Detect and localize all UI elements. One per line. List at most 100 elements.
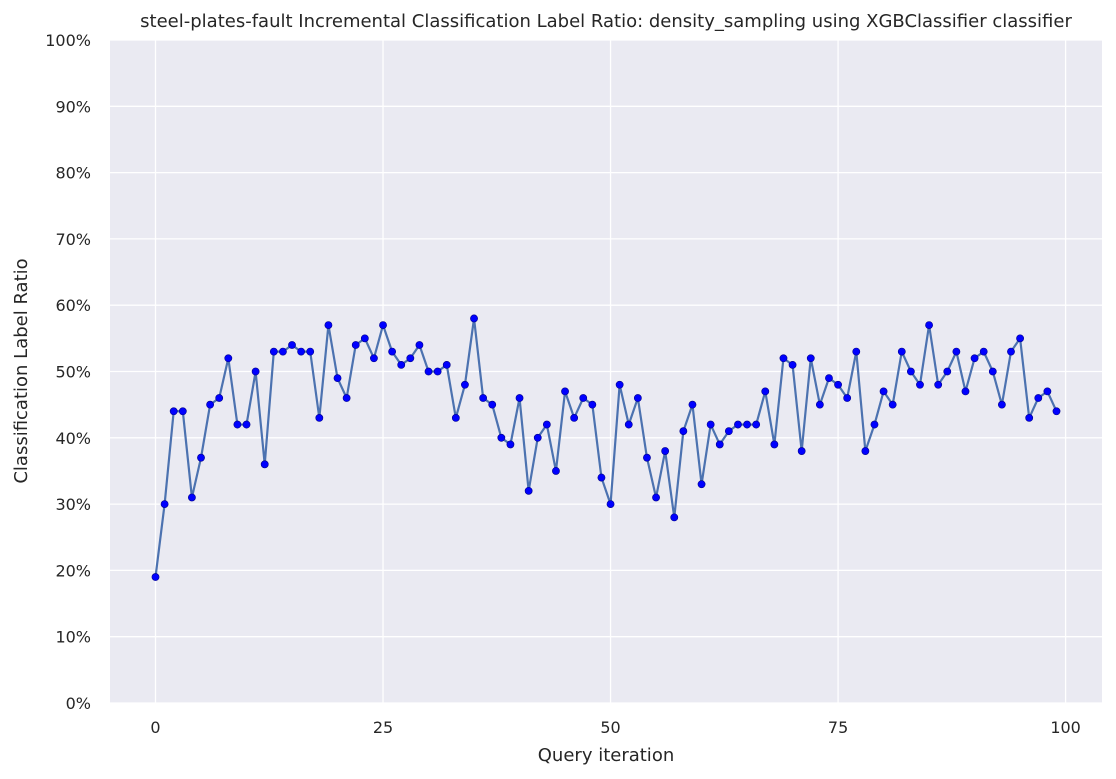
chart-title: steel-plates-fault Incremental Classific… [140,11,1072,32]
data-point [961,387,970,396]
data-point [169,407,178,416]
data-point [897,347,906,356]
y-tick-labels: 0% 10% 20% 30% 40% 50% 60% 70% 80% 90% 100% [45,31,91,713]
data-point [379,321,387,329]
data-point [515,394,524,402]
data-point [870,420,879,429]
y-axis-label: Classification Label Ratio [11,258,32,483]
data-point [843,394,852,402]
data-point [533,433,542,442]
data-point [925,321,933,329]
data-point [952,347,961,356]
x-tick-label: 75 [828,718,848,737]
y-tick-label: 100% [45,31,91,50]
data-point [442,360,451,369]
data-point [643,453,651,462]
data-point [479,394,488,402]
data-point [1025,414,1034,422]
y-tick-label: 80% [55,164,91,183]
y-tick-label: 50% [55,363,91,382]
data-point [488,400,497,409]
data-point [260,460,269,469]
data-point [633,394,642,402]
data-point [916,380,924,389]
data-point [879,387,888,396]
x-tick-labels: 0 25 50 75 100 [150,718,1080,737]
y-tick-label: 40% [55,429,91,448]
data-point [224,354,233,363]
data-point [451,414,460,422]
data-point [1007,347,1015,356]
data-point [315,414,324,422]
data-point [624,420,633,429]
data-point [1043,387,1052,396]
y-tick-label: 20% [55,561,91,580]
x-tick-label: 0 [150,718,160,737]
data-point [770,440,779,449]
data-point [424,367,433,376]
data-point [743,420,751,429]
data-points [151,314,1061,581]
data-point [997,400,1006,409]
data-point [852,347,861,356]
data-point [342,394,351,402]
series-line [154,317,1058,578]
data-point [242,420,251,429]
data-point [597,473,606,482]
data-point [861,447,870,455]
data-point [197,453,205,462]
data-point [806,354,815,363]
y-tick-label: 90% [55,97,91,116]
data-point [461,380,469,389]
data-point [306,347,315,356]
data-point [779,354,788,363]
data-point [670,513,679,522]
y-tick-label: 30% [55,495,91,514]
data-point [178,407,187,416]
data-point [715,440,724,449]
data-point [188,493,196,502]
data-point [988,367,997,376]
data-point [506,440,515,449]
data-point [279,347,287,356]
data-point [561,387,569,396]
data-point [433,367,442,376]
data-point [288,341,296,349]
data-point [324,321,333,329]
data-point [788,360,797,369]
x-tick-label: 100 [1050,718,1081,737]
data-point [979,347,988,356]
data-point [552,467,560,475]
data-point [752,420,761,429]
data-point [797,447,806,455]
x-axis-label: Query iteration [538,745,674,766]
data-point [269,347,278,356]
y-tick-label: 10% [55,628,91,647]
data-point [615,380,624,389]
data-point [151,573,160,581]
data-point [333,374,342,383]
data-point [1016,334,1024,343]
data-point [724,427,733,436]
data-point [679,427,688,436]
grid-lines [110,39,1102,704]
data-point [297,347,306,356]
data-point [470,314,478,323]
data-point [661,447,670,455]
data-point [888,400,897,409]
data-point [825,374,833,383]
data-point [943,367,952,376]
data-point [1052,407,1061,416]
data-point [406,354,415,363]
data-point [160,500,169,508]
data-point [970,354,979,363]
data-point [697,480,706,489]
x-tick-label: 50 [600,718,620,737]
data-point [706,420,715,429]
data-point [370,354,378,363]
data-point [524,486,533,495]
data-point [606,500,615,508]
data-point [734,420,742,429]
data-point [542,420,551,429]
